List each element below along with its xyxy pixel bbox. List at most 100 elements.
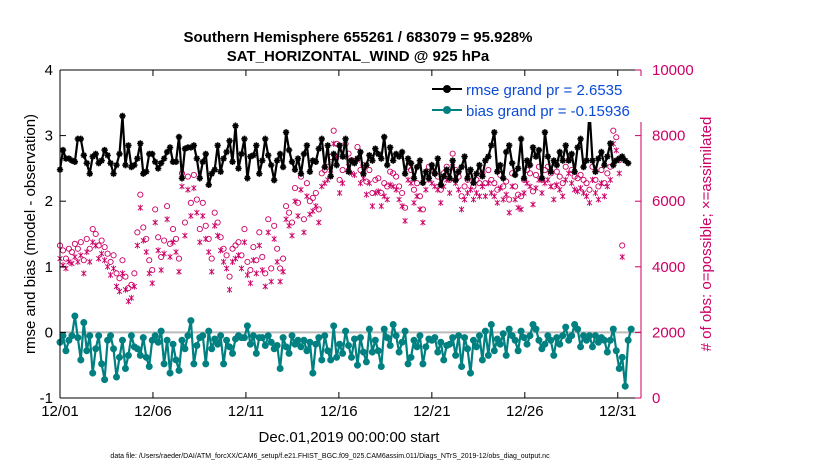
- obs-possible-marker: [146, 257, 153, 264]
- bias-marker: [202, 360, 210, 368]
- rmse-marker: [508, 159, 516, 167]
- obs-assimilated-marker: [583, 193, 590, 200]
- bias-marker: [74, 334, 82, 342]
- rmse-marker: [143, 168, 150, 175]
- obs-possible-marker: [256, 229, 263, 236]
- rmse-marker: [440, 173, 447, 180]
- obs-assimilated-marker: [72, 253, 78, 261]
- obs-possible-marker: [107, 258, 114, 265]
- obs-possible-marker: [232, 242, 239, 249]
- rmse-marker: [407, 159, 415, 167]
- bias-marker: [261, 342, 269, 350]
- bias-marker: [62, 347, 70, 355]
- obs-possible-marker: [283, 203, 290, 210]
- bias-marker: [68, 332, 76, 340]
- rmse-marker: [202, 150, 209, 158]
- rmse-marker: [494, 168, 501, 175]
- obs-possible-marker: [116, 275, 123, 282]
- bias-marker: [187, 317, 195, 325]
- rmse-marker: [119, 112, 126, 120]
- bias-marker: [478, 356, 486, 364]
- obs-assimilated-marker: [98, 250, 105, 257]
- obs-assimilated-marker: [161, 250, 167, 257]
- rmse-marker: [303, 142, 311, 149]
- rmse-marker: [279, 163, 287, 171]
- obs-possible-marker: [312, 189, 319, 197]
- rmse-marker: [482, 157, 489, 164]
- rmse-marker: [503, 148, 510, 156]
- rmse-marker: [497, 161, 504, 169]
- rmse-marker: [577, 135, 584, 143]
- obs-possible-marker: [399, 189, 406, 197]
- bias-marker: [547, 336, 555, 344]
- rmse-marker: [71, 158, 79, 166]
- obs-assimilated-marker: [206, 248, 212, 256]
- bias-marker: [553, 334, 561, 342]
- obs-assimilated-marker: [140, 237, 147, 244]
- obs-possible-marker: [330, 127, 337, 134]
- rmse-marker: [315, 145, 323, 152]
- rmse-marker: [559, 157, 566, 164]
- obs-assimilated-marker: [274, 258, 280, 265]
- bias-marker: [336, 340, 344, 348]
- rmse-marker: [83, 159, 90, 167]
- obs-assimilated-marker: [298, 186, 304, 193]
- obs-possible-marker: [491, 180, 498, 187]
- obs-assimilated-marker: [113, 283, 120, 290]
- bias-marker: [217, 332, 225, 340]
- bias-marker: [523, 340, 531, 348]
- bias-marker: [315, 334, 323, 342]
- bias-marker: [350, 335, 358, 343]
- rmse-marker: [157, 159, 165, 167]
- rmse-marker: [193, 155, 201, 162]
- bias-marker: [490, 347, 498, 355]
- rmse-marker: [553, 161, 560, 169]
- x-tick-label: 12/31: [599, 403, 637, 420]
- bias-marker: [294, 336, 302, 344]
- rmse-marker: [241, 135, 248, 143]
- rmse-marker: [428, 161, 436, 169]
- rmse-marker: [562, 142, 569, 149]
- rmse-marker: [514, 165, 522, 172]
- bias-marker: [365, 325, 373, 333]
- x-tick-label: 12/26: [506, 403, 544, 420]
- rmse-marker: [128, 163, 135, 171]
- obs-possible-marker: [241, 226, 248, 233]
- rmse-marker: [422, 168, 430, 175]
- rmse-marker: [137, 140, 144, 147]
- obs-assimilated-marker: [253, 270, 260, 277]
- obs-assimilated-marker: [446, 189, 453, 197]
- obs-assimilated-marker: [146, 270, 152, 277]
- rmse-marker: [363, 161, 370, 169]
- bias-marker: [211, 335, 219, 343]
- rmse-marker: [110, 170, 117, 177]
- bias-marker: [124, 351, 132, 359]
- obs-assimilated-marker: [598, 180, 605, 187]
- obs-assimilated-marker: [200, 212, 206, 220]
- legend-rmse-label: rmse grand pr = 2.6535: [466, 82, 622, 99]
- bias-marker: [71, 312, 79, 320]
- bias-marker: [172, 356, 180, 364]
- obs-possible-marker: [250, 244, 257, 251]
- bias-marker: [160, 360, 168, 368]
- obs-assimilated-marker: [143, 248, 149, 256]
- obs-assimilated-marker: [164, 216, 170, 223]
- obs-assimilated-marker: [155, 247, 161, 254]
- bias-marker: [330, 322, 338, 330]
- obs-possible-marker: [410, 186, 418, 193]
- obs-assimilated-marker: [545, 176, 551, 183]
- rmse-marker: [389, 157, 397, 164]
- y-tick-label-right: 2000: [652, 324, 685, 341]
- rmse-marker: [532, 153, 540, 160]
- bias-marker: [169, 340, 177, 348]
- rmse-marker: [624, 159, 632, 167]
- obs-assimilated-marker: [500, 196, 506, 203]
- bias-marker: [223, 336, 231, 344]
- obs-assimilated-marker: [241, 239, 248, 246]
- rmse-marker: [381, 133, 388, 141]
- bias-marker: [92, 345, 100, 353]
- rmse-marker: [297, 170, 305, 177]
- obs-assimilated-marker: [256, 242, 263, 249]
- obs-possible-marker: [381, 180, 388, 187]
- obs-assimilated-marker: [363, 191, 370, 198]
